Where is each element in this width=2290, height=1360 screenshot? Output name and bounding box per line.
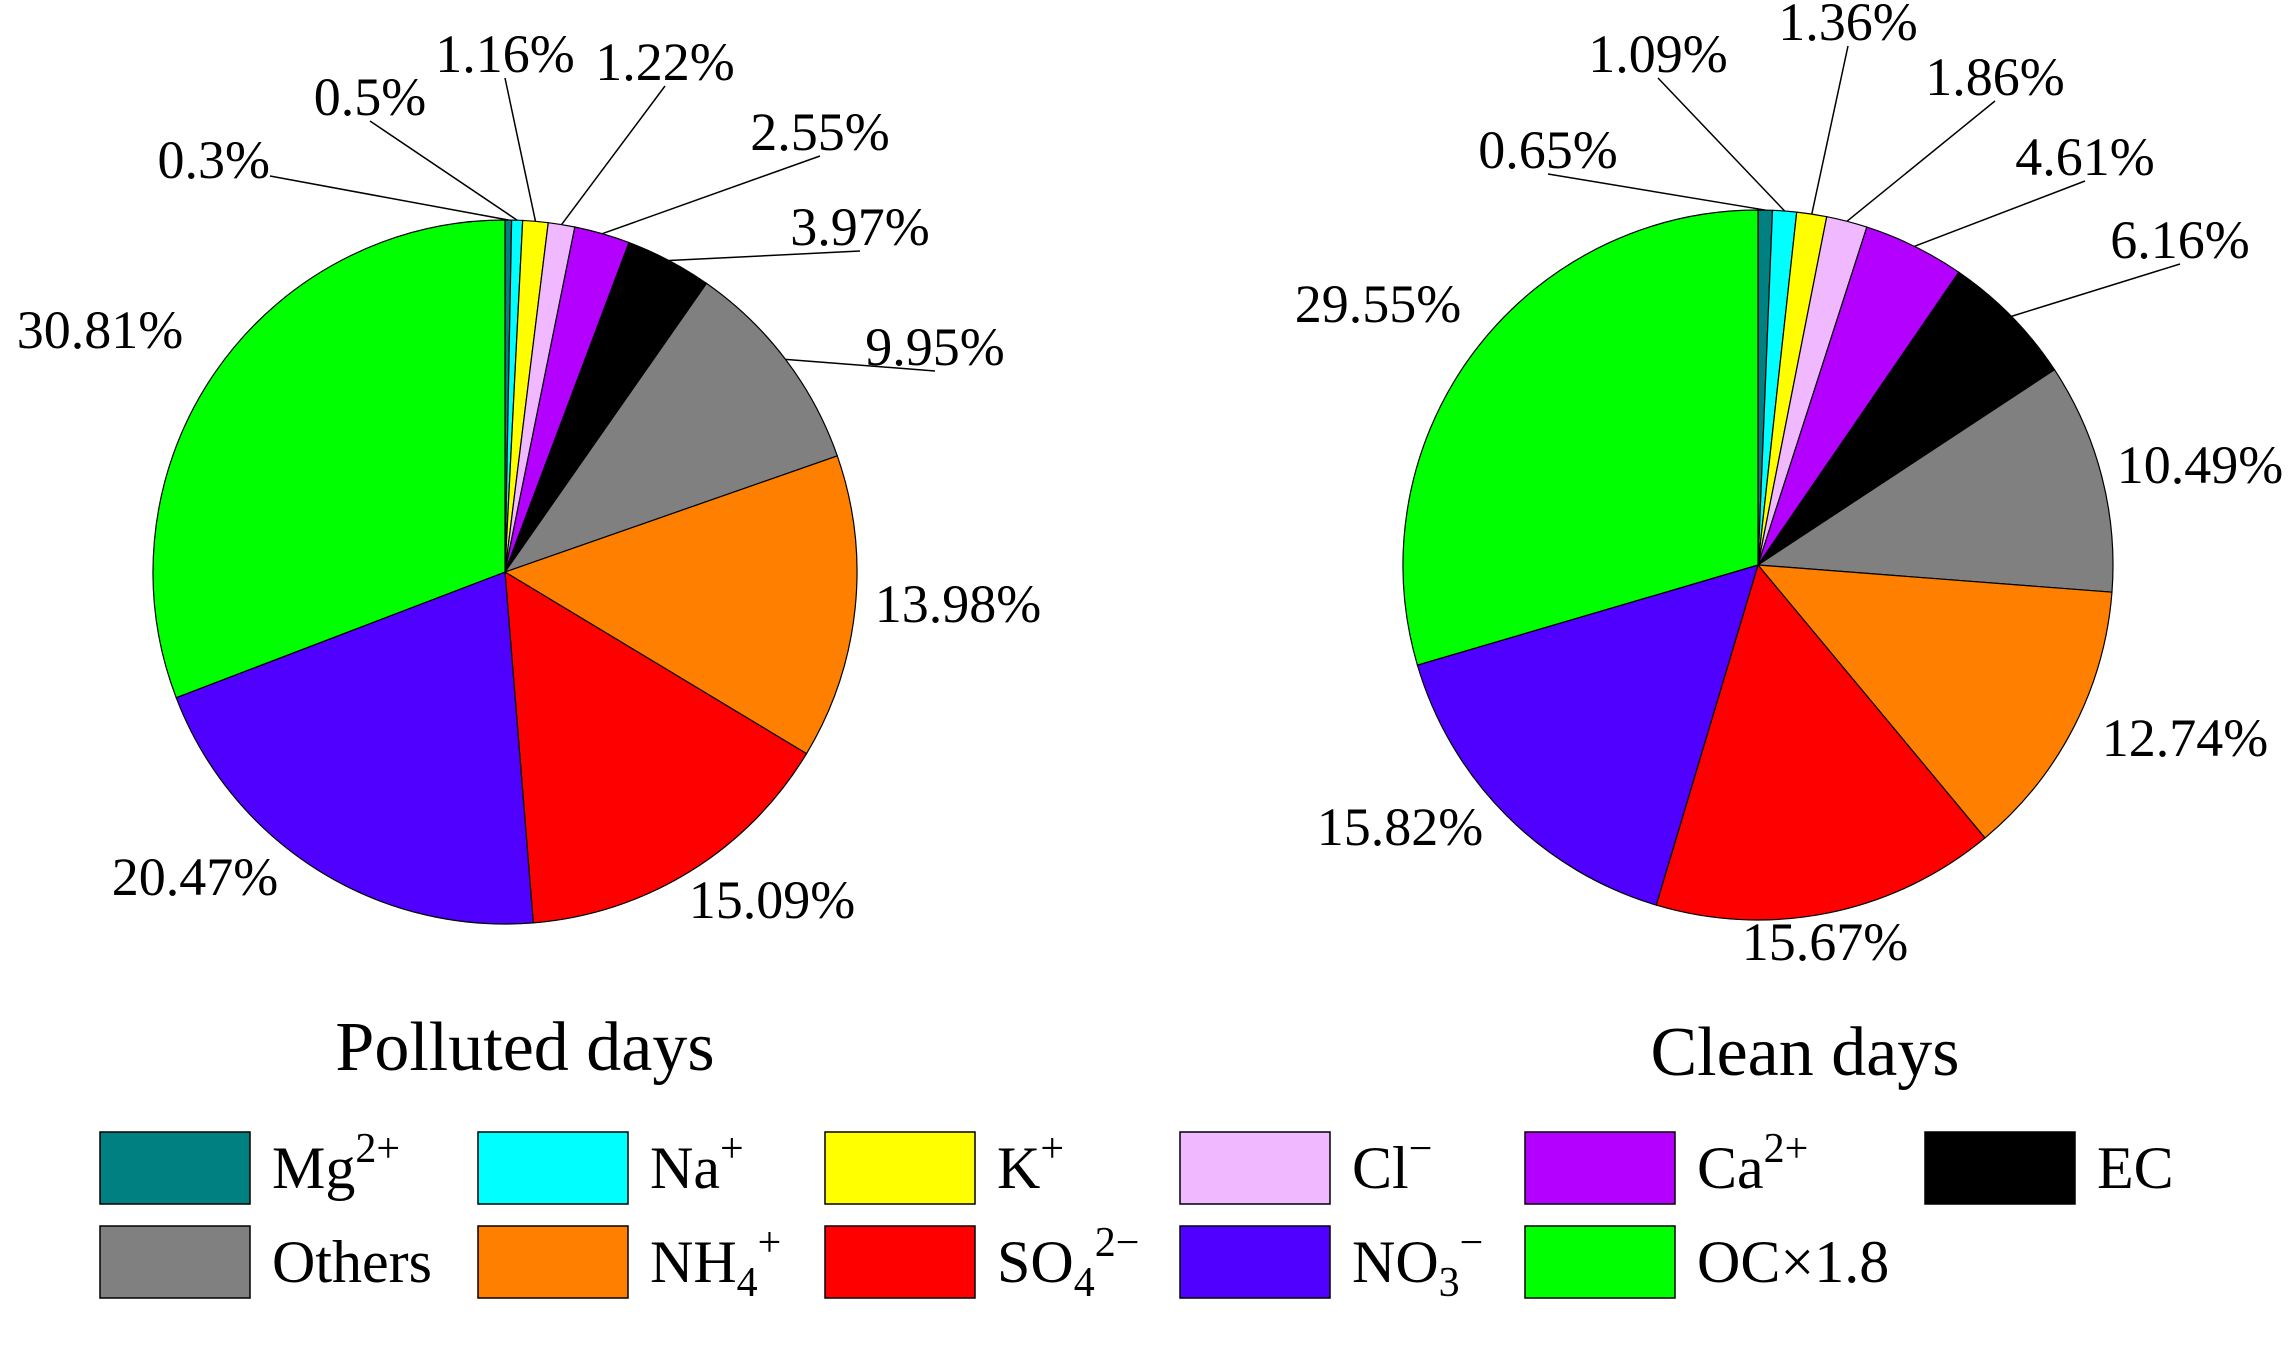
leader-line	[785, 358, 936, 372]
leader-line	[560, 85, 666, 226]
data-label-oc18: 30.81%	[17, 300, 183, 360]
leader-line	[504, 77, 537, 222]
pie-slice-oc18	[1402, 209, 1759, 666]
pie-slice-no3	[175, 571, 534, 925]
data-label-so42: 15.67%	[1742, 912, 1908, 972]
legend-swatch-ca	[1524, 1131, 1676, 1205]
legend-swatch-mg	[99, 1131, 251, 1205]
data-label-na: 1.09%	[1588, 24, 1727, 84]
leader-line	[1657, 77, 1786, 212]
chart-title-clean: Clean days	[1650, 1014, 1959, 1091]
leader-line	[1547, 173, 1766, 211]
chart-title-polluted: Polluted days	[335, 1009, 714, 1086]
pie-clean-days: 0.65% 1.09% 1.36%1.86% 4.61% 6.16% 10.49% 12.7…	[1295, 0, 2283, 972]
pie-slice-so42	[1655, 563, 1986, 921]
legend-label-ec: EC	[2097, 1135, 2174, 1201]
data-label-others: 9.95%	[865, 317, 1004, 377]
leader-line	[668, 250, 861, 262]
data-label-cl: 1.22%	[595, 32, 734, 92]
leader-line	[369, 120, 518, 221]
data-label-na: 0.5%	[314, 67, 426, 127]
data-label-k: 1.36%	[1778, 0, 1917, 52]
data-label-k: 1.16%	[435, 24, 574, 84]
legend-swatch-oc18	[1524, 1225, 1676, 1299]
legend-label-na: Na+	[650, 1126, 744, 1201]
leader-line	[2011, 263, 2181, 318]
leader-line	[1811, 45, 1849, 215]
data-label-ec: 6.16%	[2110, 210, 2249, 270]
data-label-ec: 3.97%	[790, 197, 929, 257]
pie-slice-nh4	[1756, 564, 2113, 839]
pie-slice-so42	[504, 570, 808, 924]
leader-line	[601, 155, 821, 235]
data-label-mg2: 0.65%	[1478, 120, 1617, 180]
legend-label-nh4: NH4+	[650, 1220, 781, 1306]
leader-line	[1914, 180, 2086, 248]
legend-label-so4: SO42−	[997, 1220, 1139, 1306]
legend-swatch-cl	[1179, 1131, 1331, 1205]
legend-label-mg: Mg2+	[272, 1126, 400, 1201]
pie-slice-no3	[1416, 564, 1759, 906]
legend-swatch-ec	[1924, 1131, 2076, 1205]
data-label-no3: 15.82%	[1317, 797, 1483, 857]
legend-label-oc18: OC×1.8	[1697, 1229, 1889, 1295]
legend-label-k: K+	[997, 1126, 1064, 1201]
legend-swatch-so4	[824, 1225, 976, 1299]
data-label-nh4: 13.98%	[875, 574, 1041, 634]
pie-slice-others	[503, 282, 839, 574]
pie-polluted-days: 0.3% 0.5%1.16% 1.22% 2.55% 3.97% 9.95% 13.98% 1…	[17, 24, 1041, 930]
data-label-cl: 1.86%	[1925, 47, 2064, 107]
data-label-mg2: 0.3%	[158, 130, 270, 190]
leader-line	[269, 175, 509, 221]
data-label-so42: 15.09%	[689, 870, 855, 930]
data-label-no3: 20.47%	[112, 847, 278, 907]
legend: Mg2+ Na+ K+ Cl− Ca2+ EC Others NH4+ SO42− NO3− OC×…	[99, 1126, 2174, 1306]
legend-label-cl: Cl−	[1352, 1126, 1432, 1201]
legend-swatch-k	[824, 1131, 976, 1205]
pie-slice-nh4	[503, 455, 858, 755]
legend-label-no3: NO3−	[1352, 1220, 1483, 1306]
data-label-oc18: 29.55%	[1295, 274, 1461, 334]
leader-line	[1846, 100, 1996, 222]
legend-swatch-na	[477, 1131, 629, 1205]
pie-slice-ec	[1757, 271, 2056, 566]
pie-slice-others	[1756, 368, 2114, 593]
legend-swatch-no3	[1179, 1225, 1331, 1299]
data-label-others: 10.49%	[2117, 435, 2283, 495]
legend-swatch-nh4	[477, 1225, 629, 1299]
legend-label-others: Others	[272, 1229, 432, 1295]
data-label-ca2: 2.55%	[750, 102, 889, 162]
data-label-nh4: 12.74%	[2102, 708, 2268, 768]
legend-label-ca: Ca2+	[1697, 1126, 1808, 1201]
pie-slice-oc18	[152, 219, 506, 699]
legend-swatch-others	[99, 1225, 251, 1299]
data-label-ca2: 4.61%	[2015, 127, 2154, 187]
